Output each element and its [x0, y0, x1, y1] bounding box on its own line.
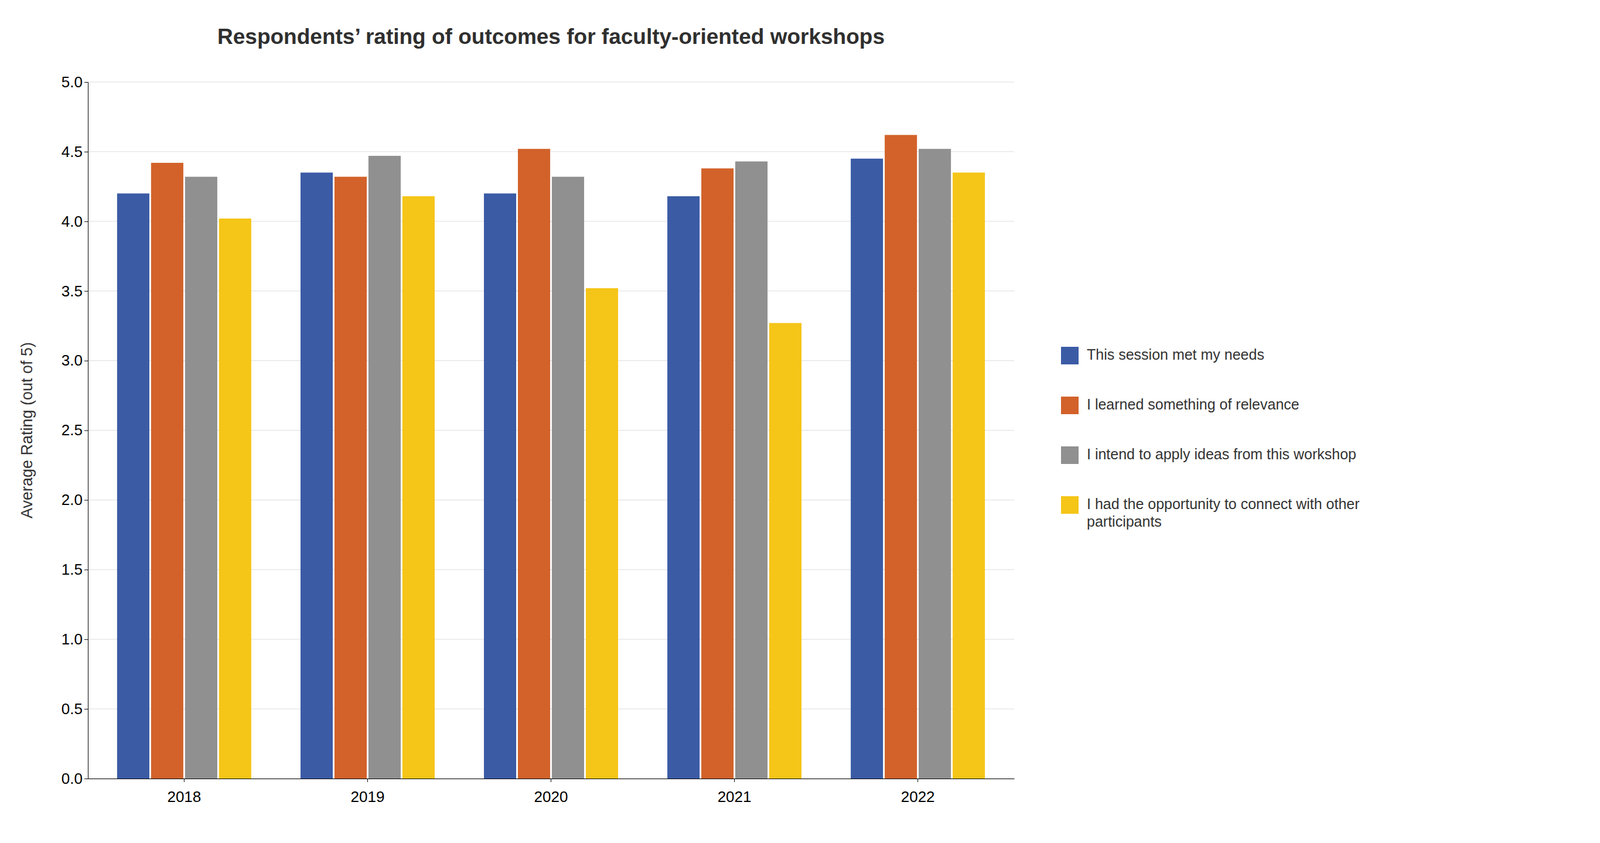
y-tick-label: 0.5	[61, 700, 83, 718]
bar	[952, 172, 985, 779]
x-tick: 2022	[901, 778, 936, 806]
y-tick: 4.0	[61, 212, 88, 231]
bar	[735, 161, 768, 779]
bar	[918, 148, 951, 779]
y-tick-mark	[84, 360, 88, 362]
x-tick-label: 2021	[717, 787, 752, 806]
x-tick-mark	[917, 778, 919, 783]
legend-item: I intend to apply ideas from this worksh…	[1061, 445, 1357, 465]
x-tick-mark	[734, 778, 735, 783]
legend-item: This session met my needs	[1061, 346, 1265, 365]
y-tick-mark	[84, 82, 88, 83]
y-tick-mark	[84, 151, 88, 153]
grid-line	[87, 82, 1015, 83]
bar	[151, 162, 184, 779]
y-tick-label: 3.0	[61, 351, 83, 370]
y-tick: 2.5	[61, 421, 88, 439]
legend: This session met my needs I learned somet…	[1061, 346, 1360, 530]
y-tick-label: 1.0	[61, 630, 83, 648]
y-tick-mark	[84, 569, 88, 571]
title: Respondents’ rating of outcomes for facu…	[217, 24, 885, 49]
bar	[585, 288, 619, 779]
bar	[667, 196, 700, 779]
y-tick-mark	[84, 778, 88, 780]
y-tick: 0.5	[61, 700, 88, 718]
x-tick-label: 2020	[534, 787, 569, 806]
grid	[87, 82, 1015, 779]
legend-label: This session met my needs	[1086, 346, 1265, 363]
legend-swatch	[1061, 346, 1079, 365]
y-tick: 4.5	[61, 142, 88, 161]
x-tick: 2018	[166, 778, 201, 806]
bar	[884, 134, 917, 779]
y-axis: 0.0 0.5 1.0 1.5 2.0 2.5 3.0 3.5 4.0 4.5 5.0	[61, 73, 89, 788]
x-tick: 2021	[717, 778, 752, 806]
x-tick: 2020	[534, 778, 569, 806]
y-tick-mark	[84, 430, 88, 432]
y-tick: 0.0	[61, 769, 88, 788]
x-tick-label: 2022	[901, 787, 936, 806]
bar	[483, 193, 517, 779]
x-tick-label: 2019	[350, 787, 385, 806]
bar	[334, 176, 367, 779]
bar	[850, 158, 883, 779]
bar	[219, 218, 252, 779]
y-tick-mark	[84, 708, 88, 710]
bar	[402, 196, 435, 779]
bar	[701, 168, 734, 779]
bar	[517, 148, 551, 779]
y-tick-mark	[84, 639, 88, 640]
legend-label: I intend to apply ideas from this worksh…	[1086, 445, 1357, 463]
bar	[117, 193, 150, 779]
bar-series	[185, 148, 951, 779]
plot: 2018 2019 2020 2021 2022 0.0 0.5 1.0 1.5 2.0 2.5 3.…	[61, 73, 1015, 806]
y-tick-mark	[84, 499, 88, 501]
x-tick-mark	[550, 778, 552, 783]
y-tick: 3.0	[61, 351, 88, 370]
grid-line	[87, 151, 1015, 152]
y-tick-label: 3.5	[61, 282, 83, 300]
y-tick: 3.5	[61, 282, 88, 300]
y-tick-mark	[84, 291, 88, 292]
y-tick: 5.0	[61, 73, 88, 91]
x-tick-mark	[367, 778, 368, 783]
y-tick: 2.0	[61, 490, 88, 509]
y-tick-label: 0.0	[61, 769, 83, 788]
bar	[551, 176, 585, 779]
chart: 2018 2019 2020 2021 2022 0.0 0.5 1.0 1.5 2.0 2.5 3.…	[0, 0, 1600, 843]
legend-item: I had the opportunity to connect with ot…	[1061, 495, 1360, 530]
legend-swatch	[1061, 446, 1079, 465]
y-tick-label: 4.5	[61, 142, 83, 161]
bar	[368, 155, 401, 779]
y-axis-line	[84, 82, 89, 780]
bars	[117, 134, 985, 779]
bar	[300, 172, 333, 779]
x-axis: 2018 2019 2020 2021 2022	[88, 778, 1015, 806]
y-tick-label: 4.0	[61, 212, 83, 231]
legend-swatch	[1061, 396, 1079, 415]
y-tick-mark	[84, 221, 88, 223]
legend-swatch	[1061, 496, 1079, 514]
x-tick-mark	[183, 778, 185, 783]
legend-label: I had the opportunity to connect with ot…	[1086, 495, 1360, 530]
legend-item: I learned something of relevance	[1061, 396, 1300, 415]
y-tick: 1.5	[61, 560, 88, 579]
y-tick-label: 2.5	[61, 421, 83, 439]
x-tick: 2019	[350, 778, 385, 806]
y-tick-label: 2.0	[61, 490, 83, 509]
bar-series	[151, 134, 917, 779]
bar-series	[219, 172, 985, 779]
x-tick-label: 2018	[166, 787, 201, 806]
y-tick: 1.0	[61, 630, 88, 648]
y-axis-label: Average Rating (out of 5)	[18, 342, 36, 519]
legend-label: I learned something of relevance	[1086, 396, 1300, 413]
y-tick-label: 1.5	[61, 560, 83, 579]
bar	[769, 322, 802, 779]
bar	[185, 176, 218, 779]
y-tick-label: 5.0	[61, 73, 83, 91]
bar-series	[117, 158, 883, 779]
